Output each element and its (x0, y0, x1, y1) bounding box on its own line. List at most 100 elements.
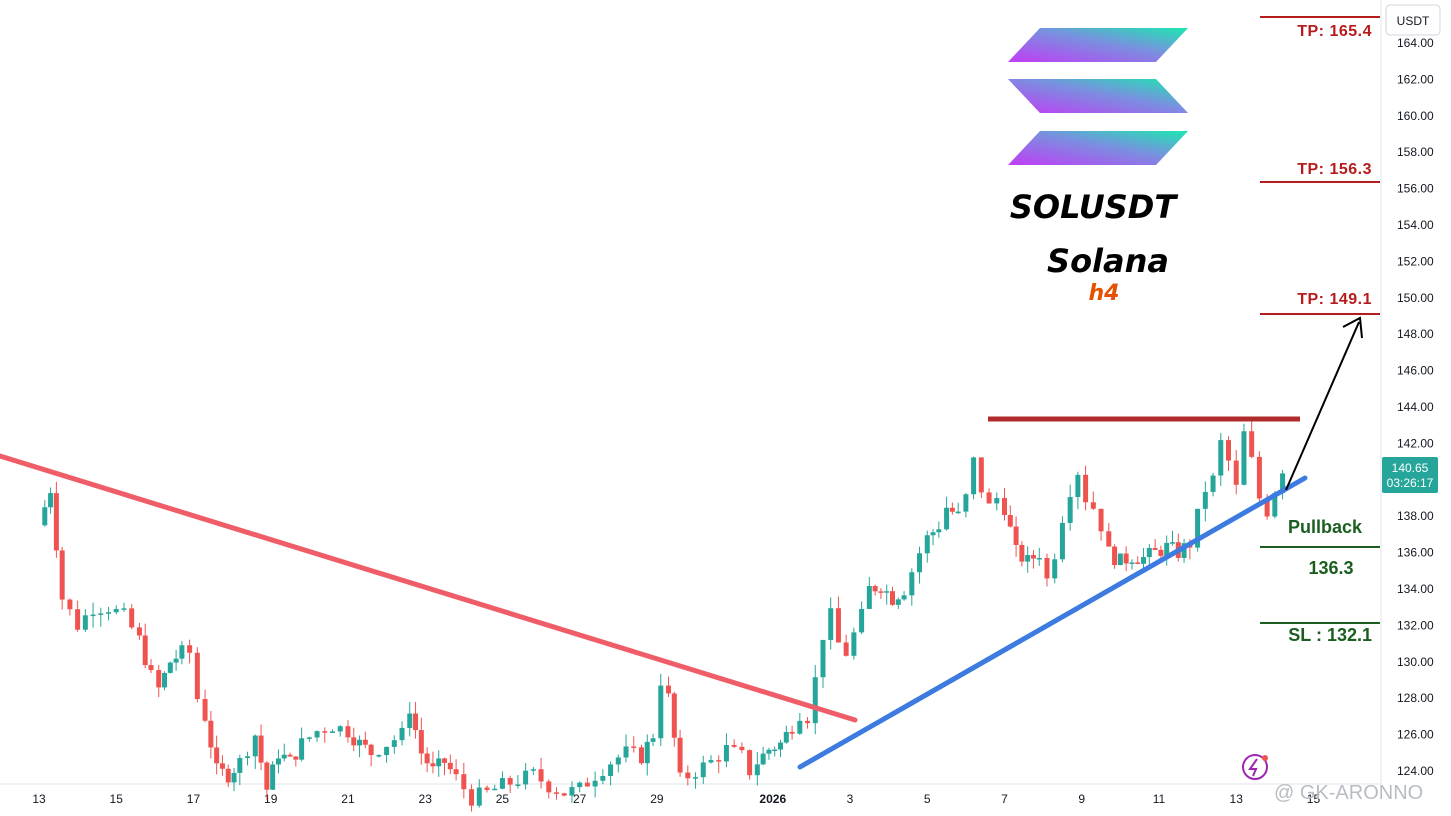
candle-body (671, 693, 677, 738)
candle (98, 607, 104, 627)
candle-body (772, 749, 778, 752)
candle-body (851, 632, 857, 656)
candle (1210, 472, 1216, 497)
candle-body (461, 774, 467, 790)
candle-body (739, 746, 745, 751)
candle-body (677, 737, 683, 773)
candle (778, 739, 784, 758)
notification-dot (1262, 755, 1268, 761)
candle (418, 717, 424, 765)
candle (1030, 550, 1036, 569)
currency-button[interactable] (1385, 4, 1441, 36)
candle (1123, 546, 1129, 572)
candle-body (1019, 544, 1025, 562)
candle-body (592, 780, 598, 787)
candle-body (1272, 493, 1278, 517)
y-tick-label: 148.00 (1397, 327, 1434, 341)
candle (219, 755, 225, 776)
candle-body (407, 713, 413, 728)
y-tick-label: 124.00 (1397, 764, 1434, 778)
candle-body (1158, 549, 1164, 556)
candle (708, 755, 714, 764)
candle (859, 601, 865, 635)
candle (1090, 491, 1096, 510)
candle (936, 521, 942, 538)
candle-body (638, 747, 644, 764)
candle (1098, 508, 1104, 541)
x-tick-label: 7 (1001, 792, 1008, 806)
candle-body (1202, 491, 1208, 509)
candle-body (48, 493, 54, 508)
candle (148, 659, 154, 674)
candle (600, 769, 606, 785)
candle (264, 761, 270, 800)
candle (569, 781, 575, 803)
candle-body (949, 507, 955, 512)
price-axis[interactable] (1381, 0, 1451, 784)
candle-body (492, 788, 498, 791)
candle (476, 779, 482, 808)
candle (136, 622, 142, 640)
candle-body (1152, 547, 1158, 550)
candle (971, 456, 977, 500)
candle (1075, 471, 1081, 510)
candle (608, 761, 614, 786)
candle (507, 775, 513, 794)
candle (1007, 505, 1013, 528)
candle-body (245, 756, 251, 759)
candle-body (345, 726, 351, 738)
symbol-title: SOLUSDT (1010, 188, 1178, 226)
candle-body (330, 731, 336, 733)
candle-body (1112, 546, 1118, 566)
countdown-value: 03:26:17 (1387, 476, 1434, 490)
candle (1112, 544, 1118, 569)
candle-body (577, 782, 583, 788)
candle-body (797, 720, 803, 734)
candle-body (930, 532, 936, 536)
candle (1044, 553, 1050, 587)
candle-body (1044, 558, 1050, 579)
rising-support-line[interactable] (797, 475, 1308, 770)
candle-body (121, 608, 127, 610)
candle (306, 736, 312, 742)
candle-body (202, 699, 208, 721)
tp1-label: TP: 149.1 (1297, 291, 1372, 308)
candle-body (820, 639, 826, 678)
candle (287, 752, 293, 757)
candle (805, 717, 811, 729)
lightning-icon[interactable] (1242, 754, 1268, 780)
candle (554, 787, 560, 800)
y-tick-group: 124.00 126.00 128.00 130.00 132.00 134.00 136.… (1397, 36, 1434, 778)
candle (851, 627, 857, 660)
candle-group (42, 418, 1286, 812)
candle-body (1249, 431, 1255, 457)
candle (677, 729, 683, 777)
candle-body (835, 608, 841, 643)
candle (1164, 535, 1170, 566)
candle-body (700, 762, 706, 778)
breakout-arrow[interactable] (1285, 321, 1360, 491)
falling-trendline[interactable] (0, 453, 858, 723)
candle (376, 754, 382, 758)
candle-body (384, 746, 390, 756)
candle (878, 588, 884, 599)
candle-body (1083, 474, 1089, 503)
x-tick-label: 29 (650, 792, 664, 806)
candle-body (1067, 497, 1073, 523)
candle-body (129, 608, 135, 628)
y-tick-label: 130.00 (1397, 655, 1434, 669)
candle (658, 673, 664, 747)
y-tick-label: 144.00 (1397, 400, 1434, 414)
candle-body (693, 777, 699, 779)
candle (812, 664, 818, 735)
candle-body (623, 746, 629, 758)
candle-body (453, 769, 459, 775)
lightning-bolt-icon (1248, 758, 1258, 777)
candle (484, 785, 490, 793)
candle (828, 597, 834, 650)
y-tick-label: 142.00 (1397, 436, 1434, 450)
candle-body (173, 658, 179, 663)
candle-body (42, 507, 48, 526)
x-tick-label: 17 (187, 792, 201, 806)
